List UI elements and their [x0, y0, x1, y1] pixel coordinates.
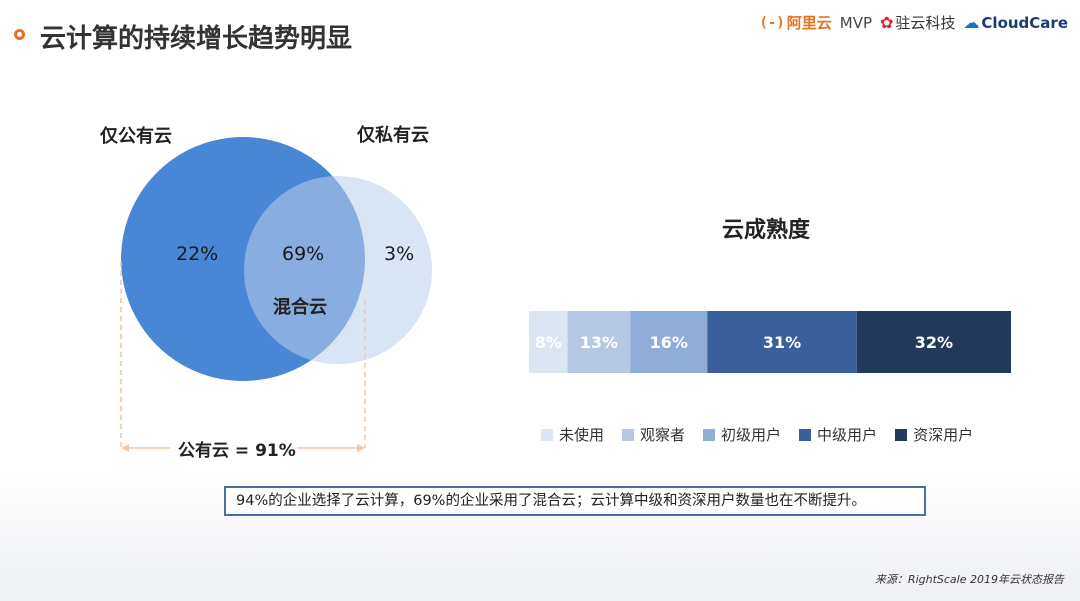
logo-bar: (-) 阿里云 MVP ✿ 驻云科技 ☁ CloudCare: [759, 12, 1068, 33]
chart-title: 云成熟度: [722, 218, 811, 243]
bar-segment-1: [529, 311, 568, 373]
bar-label-1: 8%: [535, 333, 562, 352]
zhuyun-logo: ✿ 驻云科技: [880, 12, 955, 33]
cloudcare-logo-icon: ☁: [963, 13, 980, 32]
legend-item-2: 观察者: [622, 424, 685, 445]
chart-legend: 未使用 观察者 初级用户 中级用户 资深用户: [541, 424, 973, 445]
bar-label-4: 31%: [763, 333, 801, 352]
arrow-right-icon: [357, 444, 365, 452]
legend-label-2: 观察者: [640, 426, 686, 444]
hybrid-label: 混合云: [273, 297, 327, 318]
bar-segment-3: [630, 311, 708, 373]
public-only-label: 仅公有云: [100, 126, 172, 147]
bar-segment-4: [707, 311, 857, 373]
arrow-left-icon: [121, 444, 129, 452]
legend-label-5: 资深用户: [913, 426, 974, 444]
legend-label-1: 未使用: [559, 426, 605, 444]
legend-swatch-4: [799, 428, 812, 441]
private-cloud-circle: [244, 176, 432, 364]
legend-swatch-3: [703, 428, 716, 441]
cloudcare-logo: ☁ CloudCare: [963, 13, 1068, 32]
bar-label-2: 13%: [580, 333, 618, 352]
legend-item-4: 中级用户: [799, 424, 877, 445]
bar-segment-5: [856, 311, 1011, 373]
legend-item-3: 初级用户: [703, 424, 781, 445]
legend-item-1: 未使用: [541, 424, 604, 445]
mvp-logo-text: MVP: [839, 13, 872, 32]
aliyun-bracket-icon: (-): [759, 14, 785, 31]
legend-label-4: 中级用户: [817, 426, 878, 444]
private-only-pct: 3%: [384, 243, 415, 265]
legend-swatch-5: [895, 428, 908, 441]
legend-label-3: 初级用户: [721, 426, 782, 444]
title-bullet-icon: [14, 29, 25, 40]
legend-swatch-2: [622, 428, 635, 441]
aliyun-logo: (-) 阿里云: [759, 12, 831, 33]
summary-box: 94%的企业选择了云计算，69%的企业采用了混合云；云计算中级和资深用户数量也在…: [224, 486, 926, 516]
public-only-pct: 22%: [176, 243, 219, 265]
bar-segment-2: [567, 311, 631, 373]
bar-label-5: 32%: [915, 333, 953, 352]
hybrid-pct: 69%: [282, 243, 325, 265]
cloudcare-logo-text: CloudCare: [981, 13, 1068, 32]
bar-label-3: 16%: [650, 333, 688, 352]
private-only-label: 仅私有云: [357, 125, 429, 146]
aliyun-logo-text: 阿里云: [786, 14, 832, 32]
page-title: 云计算的持续增长趋势明显: [40, 24, 353, 54]
legend-swatch-1: [541, 428, 553, 441]
zhuyun-logo-icon: ✿: [880, 13, 894, 32]
zhuyun-logo-text: 驻云科技: [895, 14, 956, 32]
legend-item-5: 资深用户: [895, 424, 973, 445]
public-total-label: 公有云 = 91%: [178, 441, 296, 461]
source-note: 来源：RightScale 2019年云状态报告: [874, 573, 1064, 586]
